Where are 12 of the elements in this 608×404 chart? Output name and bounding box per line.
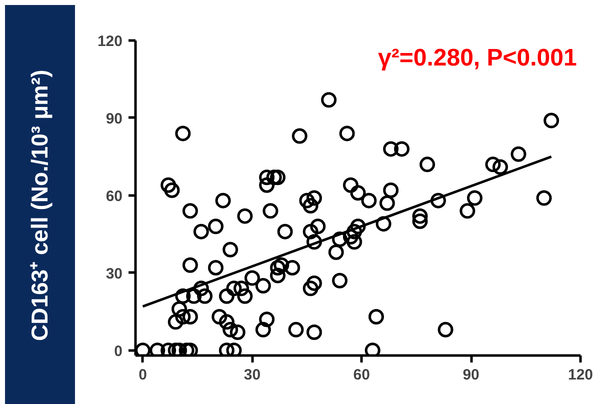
x-tick-label: 120: [568, 366, 594, 384]
y-tick-label: 90: [106, 110, 123, 128]
y-axis-title: CD163⁺ cell (No./10³ μm²): [26, 69, 54, 341]
y-tick-label: 0: [114, 342, 122, 360]
x-tick-label: 30: [244, 366, 261, 384]
annotation: γ²=0.280, P<0.001: [378, 44, 577, 72]
x-tick-label: 0: [138, 366, 147, 384]
x-tick-label: 60: [353, 366, 370, 384]
y-tick-label: 30: [106, 265, 123, 282]
y-tick-label: 60: [106, 188, 123, 205]
y-tick-label: 120: [97, 33, 123, 50]
x-tick-label: 90: [462, 366, 480, 384]
